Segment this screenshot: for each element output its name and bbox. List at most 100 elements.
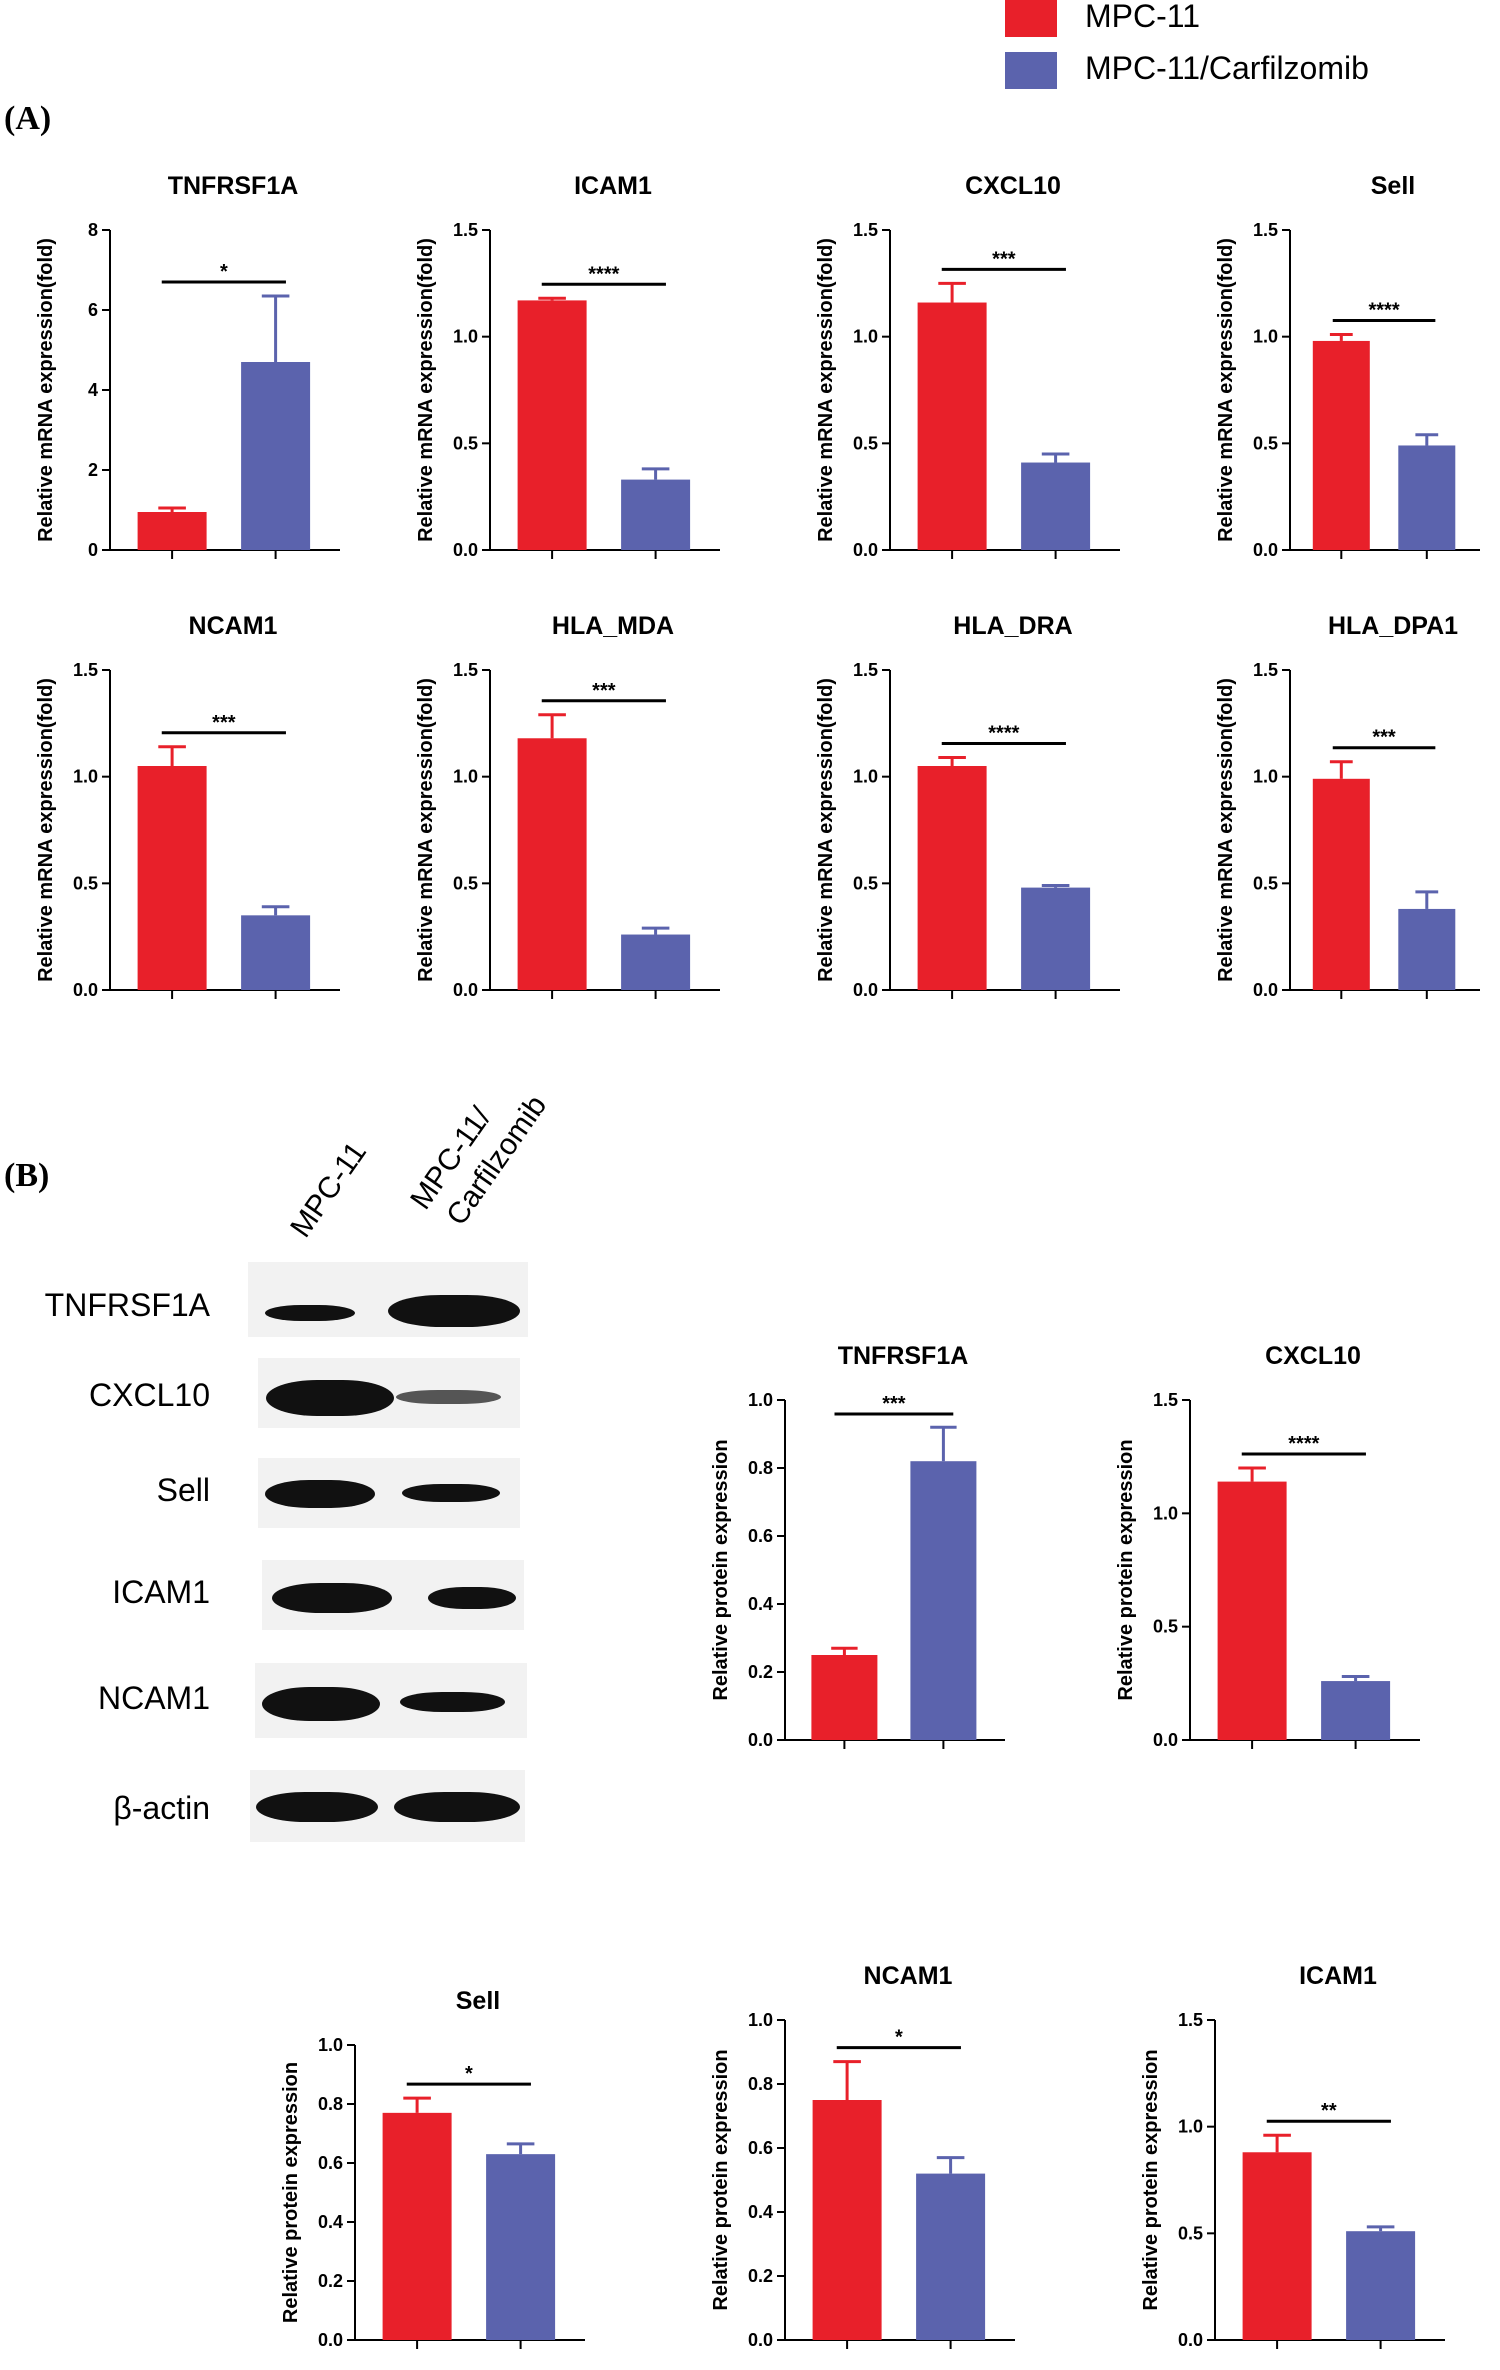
bar-carfilzomib (910, 1461, 977, 1740)
y-tick-label: 2 (88, 460, 98, 480)
y-tick-label: 0.0 (1153, 1730, 1178, 1750)
y-tick-label: 0.6 (318, 2153, 343, 2173)
band-sell-carfilzomib (402, 1484, 500, 1502)
chart-icam1-mrna: ICAM1 Relative mRNA expression(fold) 0.0 0.… (415, 172, 720, 560)
chart-title: ICAM1 (1299, 1962, 1377, 1990)
significance-marker: **** (588, 263, 619, 285)
y-tick-label: 0.4 (318, 2212, 343, 2232)
y-tick-label: 1.5 (1153, 1390, 1178, 1410)
bar-mpc11 (1312, 340, 1370, 550)
bar-carfilzomib (1021, 887, 1091, 990)
y-tick-label: 0.0 (453, 980, 478, 1000)
y-tick-label: 0.5 (73, 873, 98, 893)
bar-mpc11 (811, 1655, 878, 1740)
chart-icam1-protein: ICAM1 Relative protein expression 0.0 0.5 1.… (1140, 1962, 1445, 2350)
chart-title: Sell (456, 1987, 500, 2015)
y-tick-label: 0.0 (453, 540, 478, 560)
y-tick-label: 0 (88, 540, 98, 560)
bar-mpc11 (517, 300, 587, 550)
y-axis-label: Relative mRNA expression(fold) (815, 238, 837, 542)
y-tick-label: 0.0 (853, 540, 878, 560)
y-tick-label: 0.8 (748, 2074, 773, 2094)
y-axis-label: Relative mRNA expression(fold) (35, 678, 57, 982)
y-tick-label: 0.4 (748, 2202, 773, 2222)
y-tick-label: 0.0 (1253, 980, 1278, 1000)
chart-title: ICAM1 (574, 172, 652, 200)
blot-label-icam1: ICAM1 (112, 1574, 210, 1610)
y-tick-label: 0.8 (318, 2094, 343, 2114)
y-axis-label: Relative mRNA expression(fold) (35, 238, 57, 542)
y-axis-label: Relative mRNA expression(fold) (415, 238, 437, 542)
y-tick-label: 6 (88, 300, 98, 320)
band-tnfrsf1a-carfilzomib (388, 1295, 520, 1327)
bar-carfilzomib (621, 934, 691, 990)
lane-label-mpc11: MPC-11 (284, 1136, 374, 1244)
chart-tnfrsf1a-protein: TNFRSF1A Relative protein expression 0.0 0.… (710, 1342, 1005, 1750)
chart-title: TNFRSF1A (168, 172, 299, 200)
blot-label-sell: Sell (156, 1472, 210, 1508)
chart-title: Sell (1371, 172, 1415, 200)
bar-mpc11 (1242, 2152, 1312, 2340)
y-tick-label: 1.0 (853, 327, 878, 347)
significance-marker: *** (992, 248, 1016, 270)
y-tick-label: 0.6 (748, 2138, 773, 2158)
chart-title: HLA_DPA1 (1328, 612, 1458, 640)
bar-mpc11 (382, 2112, 452, 2340)
y-tick-label: 1.5 (853, 660, 878, 680)
y-tick-label: 0.2 (748, 1662, 773, 1682)
y-tick-label: 1.0 (1178, 2117, 1203, 2137)
bar-carfilzomib (241, 362, 311, 550)
bar-carfilzomib (1346, 2231, 1416, 2340)
significance-marker: * (220, 261, 228, 283)
y-tick-label: 1.5 (1178, 2010, 1203, 2030)
y-tick-label: 0.0 (73, 980, 98, 1000)
bar-carfilzomib (916, 2173, 986, 2340)
y-tick-label: 0.0 (1253, 540, 1278, 560)
chart-title: NCAM1 (864, 1962, 953, 1990)
significance-marker: **** (1288, 1433, 1319, 1455)
bar-mpc11 (1312, 778, 1370, 990)
y-tick-label: 0.2 (748, 2266, 773, 2286)
panel-a-label: (A) (4, 100, 52, 137)
bar-carfilzomib (621, 479, 691, 550)
y-tick-label: 0.4 (748, 1594, 773, 1614)
y-tick-label: 0.5 (853, 433, 878, 453)
legend-label-carfilzomib: MPC-11/Carfilzomib (1085, 50, 1369, 86)
y-tick-label: 1.0 (1153, 1503, 1178, 1523)
chart-title: NCAM1 (189, 612, 278, 640)
y-tick-label: 1.0 (748, 2010, 773, 2030)
y-axis-label: Relative protein expression (1115, 1439, 1137, 1700)
band-cxcl10-mpc11 (266, 1380, 394, 1416)
blot-label-tnfrsf1a: TNFRSF1A (44, 1287, 210, 1323)
y-axis-label: Relative mRNA expression(fold) (1215, 678, 1237, 982)
chart-hla-mda-mrna: HLA_MDA Relative mRNA expression(fold) 0.0… (415, 612, 720, 1000)
y-tick-label: 1.5 (453, 660, 478, 680)
significance-marker: ** (1321, 2100, 1337, 2122)
significance-marker: *** (212, 712, 236, 734)
y-tick-label: 0.0 (318, 2330, 343, 2350)
legend: MPC-11 MPC-11/Carfilzomib (1005, 0, 1485, 100)
bar-carfilzomib (1021, 462, 1091, 550)
band-ncam1-carfilzomib (400, 1692, 505, 1712)
y-tick-label: 0.2 (318, 2271, 343, 2291)
chart-title: CXCL10 (1265, 1342, 1361, 1370)
y-tick-label: 1.0 (73, 767, 98, 787)
y-axis-label: Relative mRNA expression(fold) (1215, 238, 1237, 542)
chart-sell-mrna: Sell Relative mRNA expression(fold) 0.0 0.5… (1215, 172, 1480, 560)
y-tick-label: 1.0 (853, 767, 878, 787)
y-axis-label: Relative protein expression (710, 1439, 732, 1700)
band-icam1-mpc11 (272, 1583, 392, 1613)
significance-marker: * (895, 2027, 903, 2049)
bar-mpc11 (917, 302, 987, 550)
y-axis-label: Relative mRNA expression(fold) (815, 678, 837, 982)
significance-marker: * (465, 2063, 473, 2085)
significance-marker: *** (882, 1393, 906, 1415)
y-tick-label: 0.5 (1253, 873, 1278, 893)
y-tick-label: 1.5 (853, 220, 878, 240)
y-tick-label: 1.0 (453, 767, 478, 787)
y-tick-label: 4 (88, 380, 98, 400)
bar-carfilzomib (1398, 908, 1456, 990)
bar-mpc11 (917, 766, 987, 990)
y-axis-label: Relative protein expression (280, 2062, 302, 2323)
significance-marker: *** (592, 680, 616, 702)
